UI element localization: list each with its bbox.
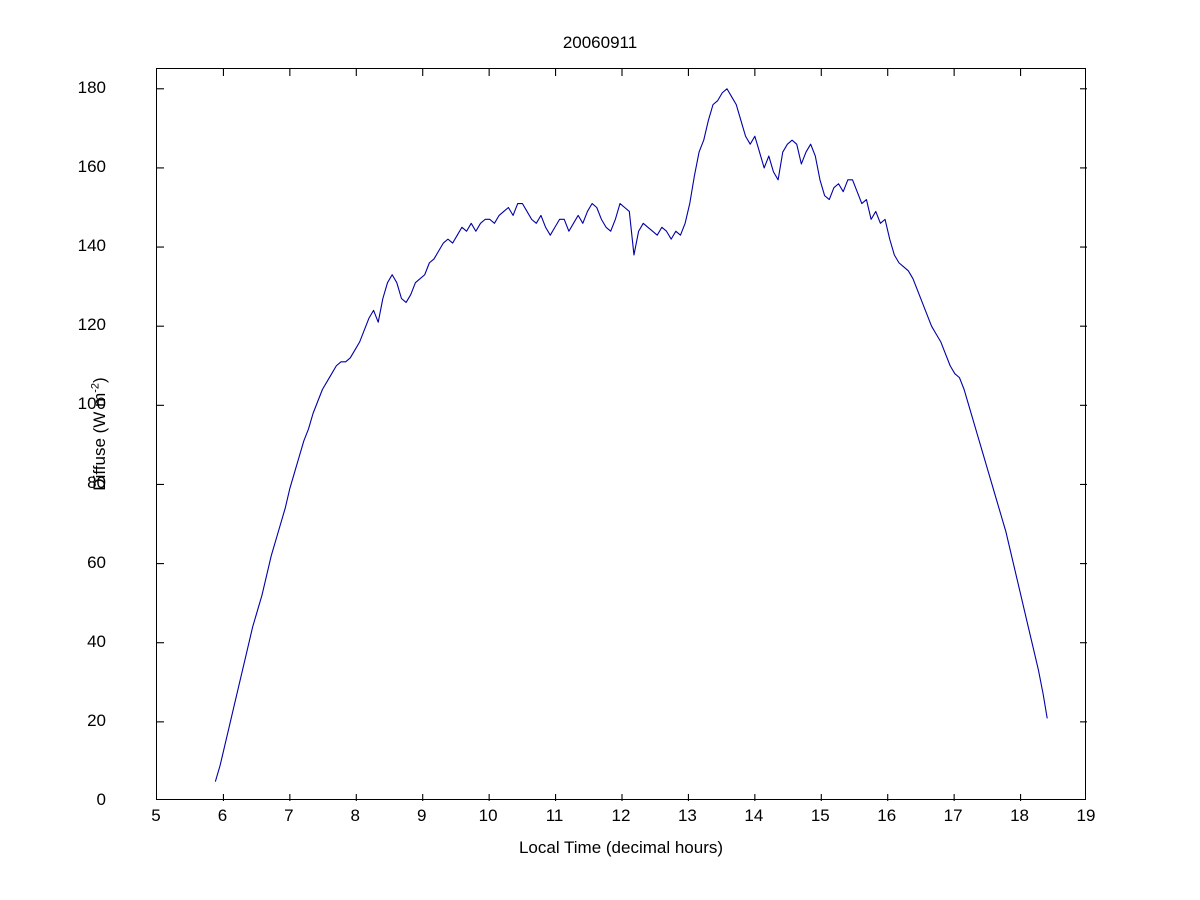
x-tick-label: 16 (877, 806, 897, 825)
x-tick-label: 17 (943, 806, 963, 825)
x-tick-label: 19 (1076, 806, 1096, 825)
x-tick-label: 11 (545, 806, 564, 825)
x-tick-label: 5 (151, 806, 161, 825)
y-tick-label: 60 (87, 552, 106, 572)
y-axis-label-exponent: -2 (89, 382, 102, 393)
y-tick-label: 180 (77, 77, 106, 97)
x-tick-label: 15 (810, 806, 830, 825)
x-tick-label: 14 (744, 806, 764, 825)
plot-axes (156, 68, 1087, 801)
x-tick-label: 6 (217, 806, 228, 825)
x-axis-label: Local Time (decimal hours) (518, 838, 724, 857)
x-tick-label: 9 (416, 806, 427, 825)
chart-title: 20060911 (562, 33, 638, 52)
y-tick-label: 120 (77, 315, 106, 335)
y-tick-label: 160 (77, 156, 106, 176)
x-tick-label: 10 (478, 806, 498, 825)
y-tick-label: 100 (77, 394, 106, 414)
chart-plot-area (157, 69, 1087, 801)
x-tick-label: 12 (611, 806, 631, 825)
x-tick-label: 8 (350, 806, 361, 825)
x-tick-label: 18 (1010, 806, 1030, 825)
axis-ticks (157, 69, 1087, 801)
data-series-line (214, 88, 1048, 782)
x-tick-label: 13 (677, 806, 697, 825)
y-tick-label: 20 (87, 710, 106, 730)
y-tick-label: 40 (87, 631, 106, 651)
y-tick-label: 0 (96, 790, 106, 809)
y-tick-label: 140 (77, 236, 106, 256)
y-tick-label: 80 (87, 473, 106, 493)
y-axis-label-tail: ) (90, 377, 109, 383)
x-tick-label: 7 (284, 806, 294, 825)
